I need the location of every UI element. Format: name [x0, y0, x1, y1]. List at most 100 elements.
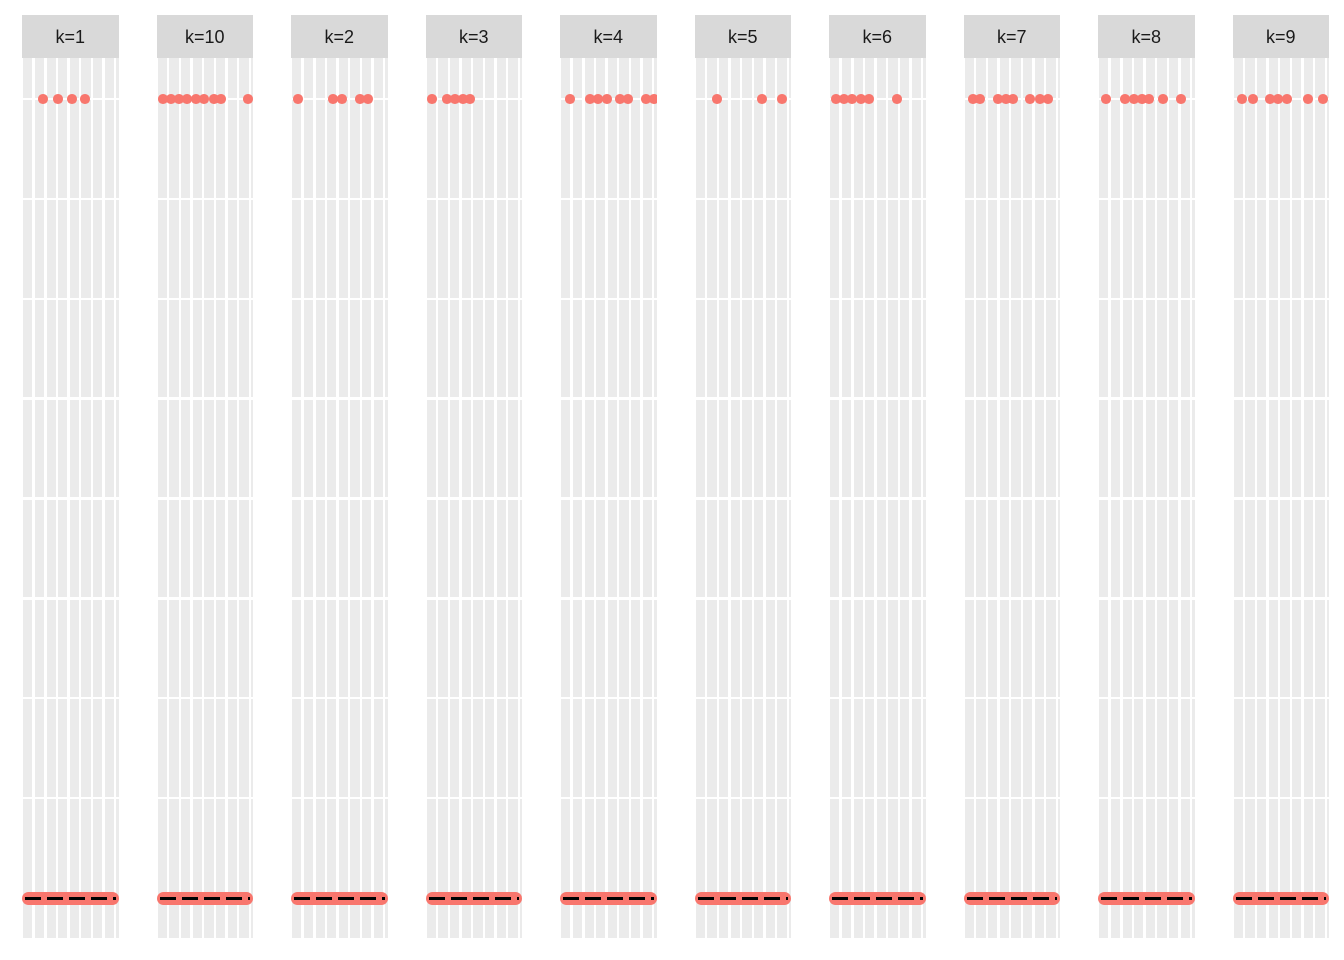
- data-point: [328, 94, 338, 104]
- facet-strip-label: k=10: [184, 26, 225, 47]
- data-point: [839, 94, 849, 104]
- gridline-h: [694, 197, 791, 201]
- data-point: [864, 94, 874, 104]
- gridline-h: [829, 297, 926, 300]
- gridline-h: [1232, 796, 1329, 800]
- data-point: [623, 94, 633, 104]
- reference-dashed-line: [697, 897, 788, 900]
- data-point: [293, 94, 303, 104]
- facet-panel: k=9: [1232, 15, 1329, 938]
- facet-panel: k=7: [963, 15, 1060, 938]
- data-point: [80, 94, 90, 104]
- plot-area: [425, 58, 522, 938]
- data-point: [1303, 94, 1313, 104]
- facet-strip: k=1: [22, 15, 119, 58]
- facet-strip-label: k=9: [1265, 26, 1296, 47]
- facet-strip: k=3: [425, 15, 522, 58]
- gridline-h: [425, 197, 522, 201]
- gridline-h: [560, 297, 657, 300]
- gridline-h: [1232, 697, 1329, 700]
- gridline-h: [1232, 197, 1329, 201]
- gridline-h: [560, 796, 657, 800]
- gridline-h: [156, 497, 253, 500]
- data-point: [1120, 94, 1130, 104]
- gridline-h: [829, 497, 926, 500]
- data-point: [831, 94, 841, 104]
- data-point: [975, 94, 985, 104]
- gridline-h: [963, 497, 1060, 500]
- gridline-h: [829, 597, 926, 600]
- data-point: [968, 94, 978, 104]
- facet-panel: k=8: [1098, 15, 1195, 938]
- gridline-h: [1098, 497, 1195, 500]
- facet-strip: k=9: [1232, 15, 1329, 58]
- data-point: [565, 94, 575, 104]
- gridline-h: [829, 97, 926, 101]
- gridline-h: [22, 497, 119, 500]
- data-point: [1001, 94, 1011, 104]
- data-point: [174, 94, 184, 104]
- gridline-h: [1098, 397, 1195, 400]
- data-point: [209, 94, 219, 104]
- facet-panel: k=3: [425, 15, 522, 938]
- gridline-h: [156, 796, 253, 800]
- plot-area: [694, 58, 791, 938]
- facet-panel: k=6: [829, 15, 926, 938]
- reference-dashed-line: [294, 897, 385, 900]
- data-point: [191, 94, 201, 104]
- gridline-h: [1098, 197, 1195, 201]
- facet-strip: k=2: [291, 15, 388, 58]
- gridline-h: [1232, 397, 1329, 400]
- gridline-h: [829, 197, 926, 201]
- plot-area: [22, 58, 119, 938]
- facet-panel: k=1: [22, 15, 119, 938]
- data-point: [585, 94, 595, 104]
- gridline-h: [829, 796, 926, 800]
- gridline-h: [291, 297, 388, 300]
- gridline-h: [1098, 697, 1195, 700]
- data-point: [712, 94, 722, 104]
- data-point: [216, 94, 226, 104]
- gridline-h: [1232, 597, 1329, 600]
- reference-dashed-line: [1101, 897, 1192, 900]
- data-point: [38, 94, 48, 104]
- gridline-h: [1232, 297, 1329, 300]
- gridline-h: [963, 597, 1060, 600]
- gridline-h: [291, 697, 388, 700]
- gridline-h: [425, 597, 522, 600]
- facet-panel: k=5: [694, 15, 791, 938]
- gridline-h: [963, 796, 1060, 800]
- data-point: [593, 94, 603, 104]
- reference-dashed-line: [428, 897, 519, 900]
- reference-dashed-line: [966, 897, 1057, 900]
- data-point: [337, 94, 347, 104]
- gridline-h: [291, 397, 388, 400]
- gridline-h: [22, 697, 119, 700]
- facet-strip-label: k=2: [324, 26, 355, 47]
- gridline-h: [560, 397, 657, 400]
- gridline-h: [1098, 597, 1195, 600]
- data-point: [465, 94, 475, 104]
- data-point: [53, 94, 63, 104]
- gridline-h: [291, 497, 388, 500]
- gridline-h: [694, 97, 791, 101]
- facet-strip-label: k=3: [458, 26, 489, 47]
- data-point: [757, 94, 767, 104]
- facet-panel: k=10: [156, 15, 253, 938]
- facet-strip: k=5: [694, 15, 791, 58]
- data-point: [1237, 94, 1247, 104]
- data-point: [450, 94, 460, 104]
- plot-area: [156, 58, 253, 938]
- gridline-h: [963, 197, 1060, 201]
- data-point: [243, 94, 253, 104]
- facet-strip: k=4: [560, 15, 657, 58]
- data-point: [1129, 94, 1139, 104]
- plot-area: [963, 58, 1060, 938]
- data-point: [847, 94, 857, 104]
- data-point: [615, 94, 625, 104]
- facet-strip: k=7: [963, 15, 1060, 58]
- reference-dashed-line: [25, 897, 116, 900]
- gridline-h: [22, 297, 119, 300]
- gridline-h: [22, 397, 119, 400]
